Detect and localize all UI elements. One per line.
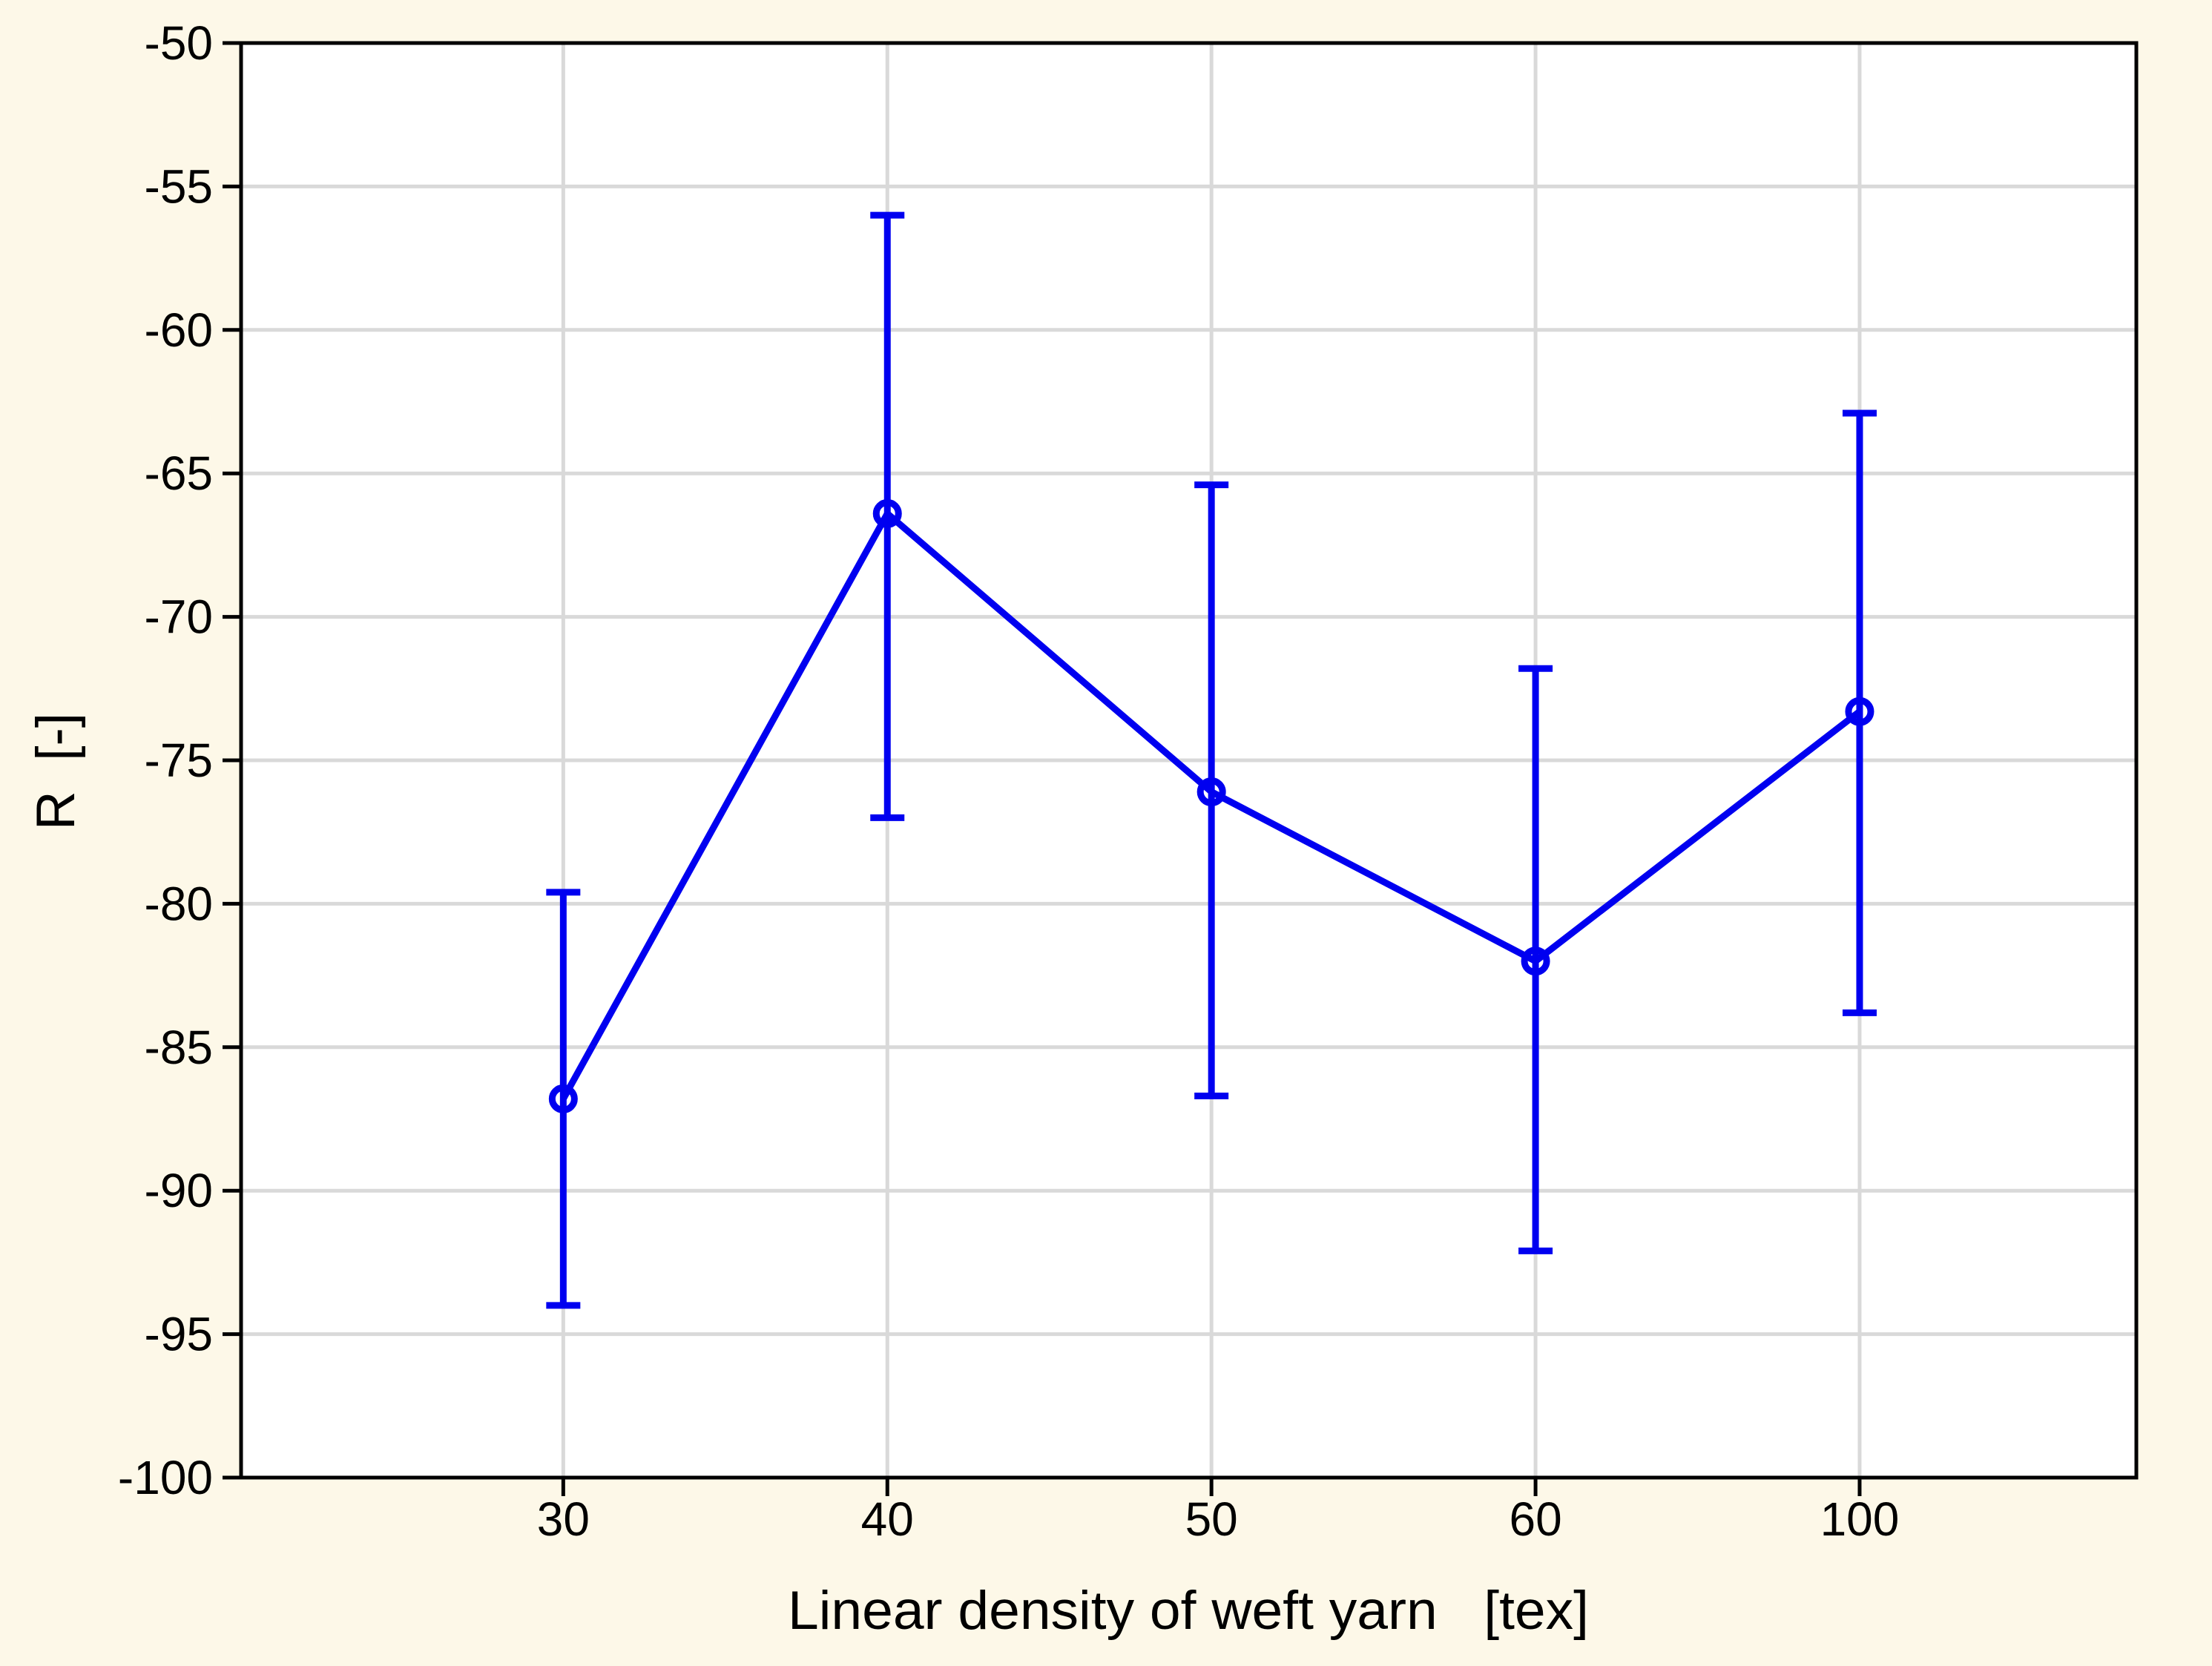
y-tick-label: -85 [145,1021,214,1074]
y-tick-label: -95 [145,1308,214,1361]
y-tick-label: -50 [145,16,214,70]
y-tick-label: -80 [145,877,214,930]
y-tick-label: -100 [118,1451,213,1504]
data-point-marker [1521,946,1550,976]
data-point-marker [1196,777,1226,807]
data-point-marker [548,1084,578,1113]
y-tick-label: -55 [145,159,214,213]
x-tick-label: 100 [1820,1492,1900,1546]
y-axis-title: R [-] [26,713,86,830]
y-tick-label: -70 [145,590,214,644]
y-tick-label: -60 [145,303,214,357]
y-tick-label: -90 [145,1164,214,1217]
plot-generated-group: -50 -55 -60 -65 -70 -75 -80 -85 -90 -95 -100 30 40 50… [118,16,2139,1546]
x-tick-label: 60 [1509,1492,1561,1546]
x-tick-label: 50 [1185,1492,1238,1546]
y-tick-label: -75 [145,734,214,787]
x-axis-title: Linear density of weft yarn [tex] [788,1581,1589,1641]
y-tick-label: -65 [145,447,214,500]
x-tick-label: 40 [861,1492,914,1546]
x-tick-label: 30 [537,1492,590,1546]
data-point-marker [872,498,902,528]
series-line [560,508,1862,1101]
y-axis-title-group: R [-] [26,713,86,830]
data-point-marker [1845,697,1874,726]
